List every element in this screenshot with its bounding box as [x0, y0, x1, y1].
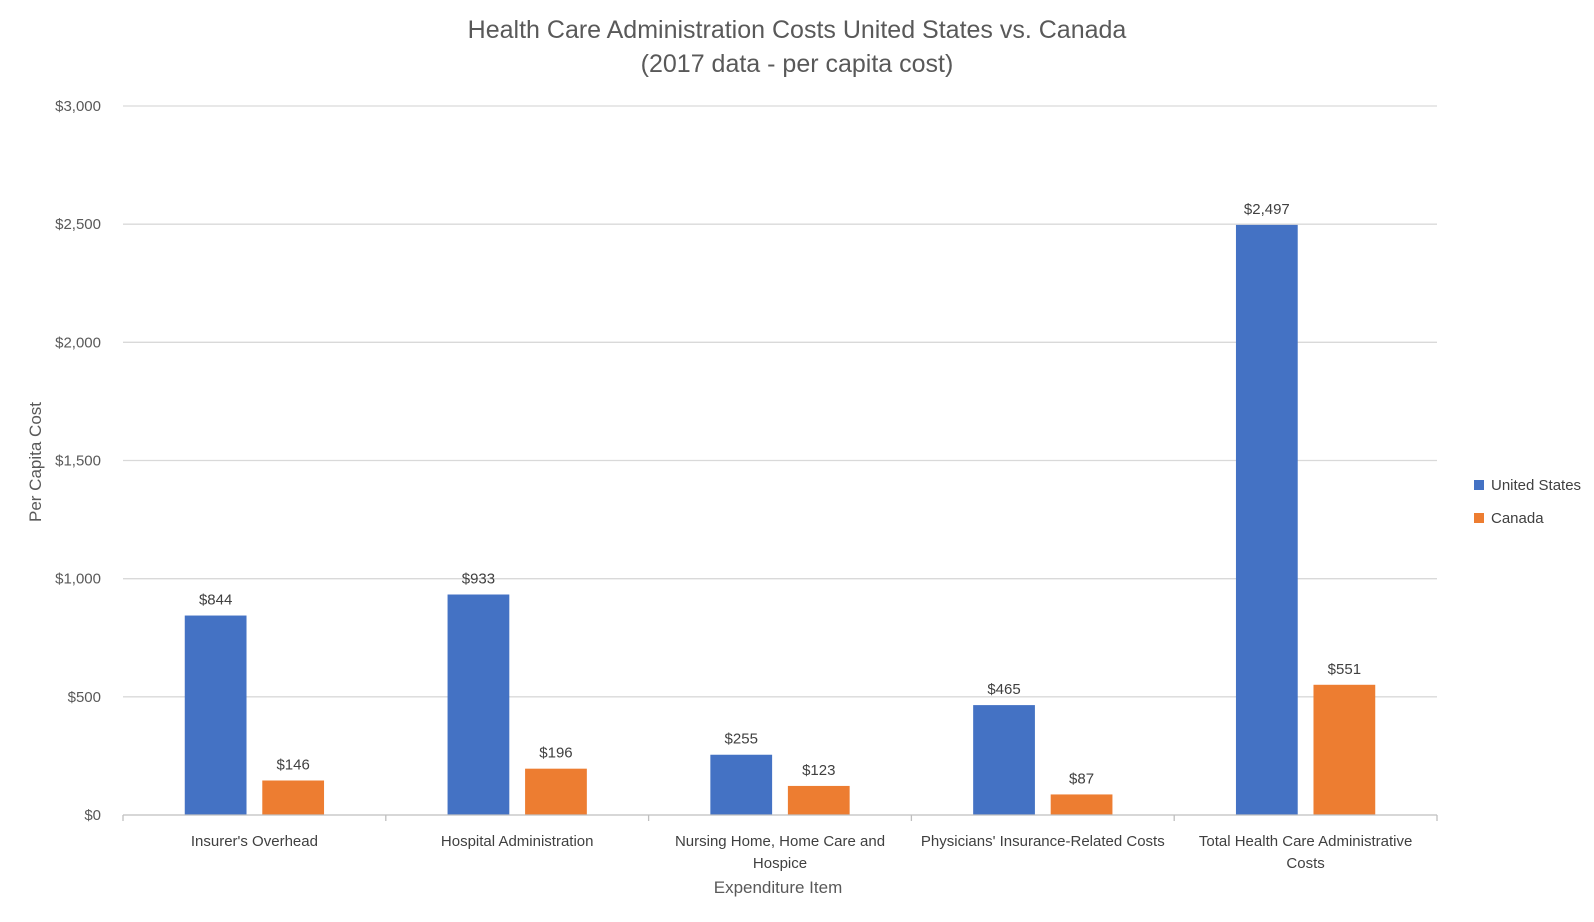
y-axis-tick-labels: $0 $500 $1,000 $1,500 $2,000 $2,500 $3,000: [55, 98, 101, 824]
gridlines: [123, 105, 1437, 698]
y-tick-label: $1,000: [55, 571, 101, 588]
bar-united-states: [184, 615, 247, 815]
legend-swatch: [1474, 480, 1484, 490]
data-label: $87: [1069, 770, 1094, 787]
x-category-label: Nursing Home, Home Care and: [675, 833, 885, 850]
data-label: $146: [276, 756, 309, 773]
data-labels: $844 $146 $933 $196 $255 $123 $465 $87 $2,497 $55…: [199, 201, 1361, 788]
data-label: $2,497: [1244, 201, 1290, 218]
y-tick-label: $2,500: [55, 216, 101, 233]
x-category-label: Hospice: [753, 855, 807, 872]
bar-canada: [1050, 794, 1113, 815]
bar-canada: [525, 768, 587, 815]
y-tick-label: $500: [68, 689, 101, 706]
x-category-label: Hospital Administration: [441, 833, 594, 850]
x-category-label: Costs: [1286, 855, 1324, 872]
data-label: $933: [462, 571, 495, 588]
bars: [184, 224, 1376, 815]
y-tick-label: $1,500: [55, 453, 101, 470]
x-axis-category-labels: Insurer's Overhead Hospital Administratio…: [191, 833, 1412, 872]
bar-canada: [787, 785, 850, 815]
y-tick-label: $3,000: [55, 98, 101, 115]
data-label: $196: [539, 745, 572, 762]
legend: United States Canada: [1474, 477, 1581, 527]
x-category-label: Physicians' Insurance-Related Costs: [921, 833, 1165, 850]
chart-title-line-2: (2017 data - per capita cost): [641, 50, 954, 78]
data-label: $844: [199, 592, 232, 609]
bar-united-states: [447, 594, 510, 815]
chart-title: Health Care Administration Costs United …: [468, 16, 1127, 78]
bar-united-states: [1235, 224, 1298, 815]
x-category-label: Insurer's Overhead: [191, 833, 318, 850]
bar-united-states: [973, 705, 1035, 815]
bar-canada: [262, 780, 325, 815]
legend-swatch: [1474, 513, 1484, 523]
x-axis: [122, 814, 1438, 821]
data-label: $551: [1328, 661, 1361, 678]
data-label: $123: [802, 762, 835, 779]
legend-label: Canada: [1491, 510, 1544, 527]
x-category-label: Total Health Care Administrative: [1199, 833, 1412, 850]
data-label: $465: [987, 681, 1020, 698]
legend-label: United States: [1491, 477, 1581, 494]
chart-title-line-1: Health Care Administration Costs United …: [468, 16, 1127, 44]
y-tick-label: $2,000: [55, 334, 101, 351]
y-axis-title: Per Capita Cost: [26, 402, 45, 522]
bar-canada: [1313, 684, 1376, 815]
bar-united-states: [710, 754, 773, 815]
x-axis-title: Expenditure Item: [714, 878, 843, 897]
data-label: $255: [725, 731, 758, 748]
y-tick-label: $0: [84, 807, 101, 824]
